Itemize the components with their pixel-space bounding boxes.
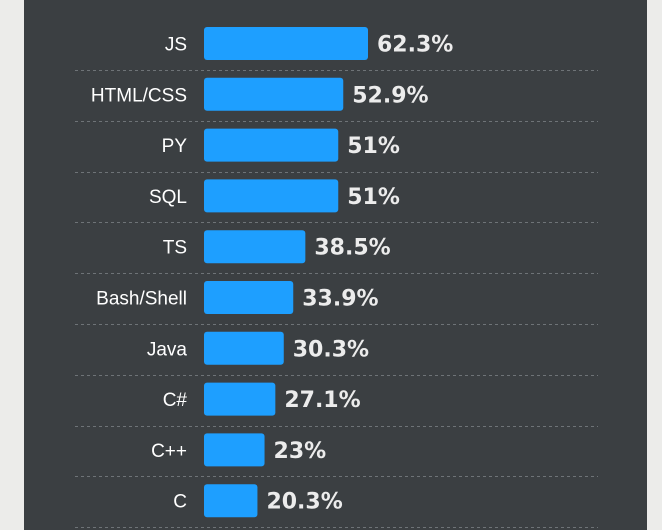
category-label: Bash/Shell — [96, 289, 187, 310]
category-label: TS — [163, 238, 187, 259]
bar — [204, 27, 368, 60]
value-label: 51% — [347, 185, 400, 210]
category-label: C — [173, 492, 187, 513]
bar — [204, 484, 258, 518]
value-label: 20.3% — [266, 490, 342, 515]
category-label: HTML/CSS — [91, 85, 187, 106]
bar — [204, 128, 339, 162]
value-label: 51% — [347, 134, 400, 159]
value-label: 38.5% — [314, 236, 390, 261]
category-label: PY — [162, 136, 188, 157]
value-label: 23% — [274, 439, 327, 464]
category-label: C# — [163, 390, 188, 411]
category-label: SQL — [149, 187, 187, 208]
value-label: 27.1% — [284, 388, 360, 413]
bar — [204, 281, 294, 314]
bar — [204, 433, 265, 467]
category-label: JS — [165, 35, 187, 56]
value-label: 30.3% — [293, 337, 369, 362]
bar — [204, 382, 276, 416]
bar — [204, 179, 339, 213]
bar — [204, 331, 284, 365]
bar — [204, 77, 344, 111]
value-label: 33.9% — [302, 287, 378, 312]
value-label: 62.3% — [377, 33, 453, 58]
category-label: C++ — [151, 441, 187, 462]
value-label: 52.9% — [352, 83, 428, 108]
bar — [204, 230, 306, 264]
category-label: Java — [147, 339, 188, 360]
